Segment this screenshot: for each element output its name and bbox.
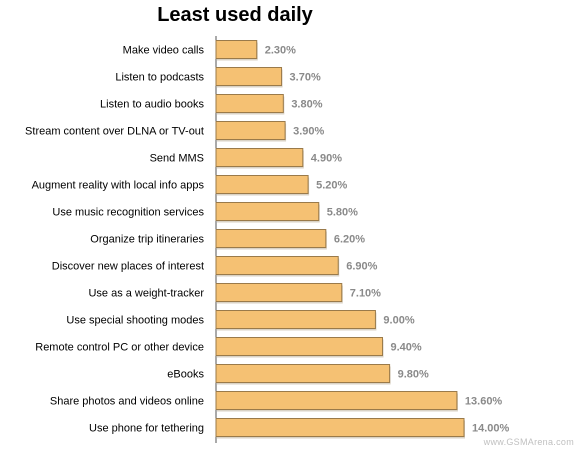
value-label: 13.60% xyxy=(465,396,503,408)
value-label: 3.70% xyxy=(290,72,321,84)
bar xyxy=(215,121,286,140)
bar xyxy=(215,229,327,248)
bar xyxy=(215,310,376,329)
value-label: 3.90% xyxy=(293,126,324,138)
value-label: 5.20% xyxy=(316,180,347,192)
value-label: 5.80% xyxy=(327,207,358,219)
bar xyxy=(215,283,343,302)
chart-title: Least used daily xyxy=(157,4,313,26)
bar xyxy=(215,256,339,275)
category-label: Share photos and videos online xyxy=(50,396,204,408)
value-labels-group: 2.30% 3.70% 3.80% 3.90% 4.90% 5.20% 5.80% 6.20%… xyxy=(265,45,510,435)
watermark: www.GSMArena.com xyxy=(483,437,574,447)
category-label: Use special shooting modes xyxy=(66,315,204,327)
bar xyxy=(215,40,258,59)
category-label: Use phone for tethering xyxy=(89,423,204,435)
category-label: Send MMS xyxy=(150,153,204,165)
category-label: Discover new places of interest xyxy=(52,261,204,273)
bar xyxy=(215,94,284,113)
bar xyxy=(215,364,391,383)
bars-group xyxy=(215,40,465,439)
value-label: 9.40% xyxy=(391,342,422,354)
value-label: 2.30% xyxy=(265,45,296,57)
category-labels-group: Make video calls Listen to podcasts Listen… xyxy=(25,45,204,435)
category-label: Make video calls xyxy=(123,45,205,57)
category-label: Remote control PC or other device xyxy=(35,342,204,354)
value-label: 4.90% xyxy=(311,153,342,165)
value-label: 9.00% xyxy=(383,315,414,327)
category-label: Listen to podcasts xyxy=(115,72,204,84)
bar xyxy=(215,202,320,221)
category-label: Stream content over DLNA or TV-out xyxy=(25,126,204,138)
category-label: Augment reality with local info apps xyxy=(32,180,205,192)
bar xyxy=(215,418,465,437)
value-label: 7.10% xyxy=(350,288,381,300)
bar xyxy=(215,337,384,356)
value-label: 6.20% xyxy=(334,234,365,246)
category-label: Use music recognition services xyxy=(52,207,204,219)
bar xyxy=(215,67,283,86)
bar xyxy=(215,391,458,410)
value-label: 3.80% xyxy=(291,99,322,111)
category-label: Listen to audio books xyxy=(100,99,204,111)
value-label: 6.90% xyxy=(346,261,377,273)
category-label: Use as a weight-tracker xyxy=(88,288,204,300)
bar xyxy=(215,148,304,167)
value-label: 14.00% xyxy=(472,423,510,435)
bar xyxy=(215,175,309,194)
category-label: Organize trip itineraries xyxy=(90,234,204,246)
category-label: eBooks xyxy=(167,369,204,381)
value-label: 9.80% xyxy=(398,369,429,381)
